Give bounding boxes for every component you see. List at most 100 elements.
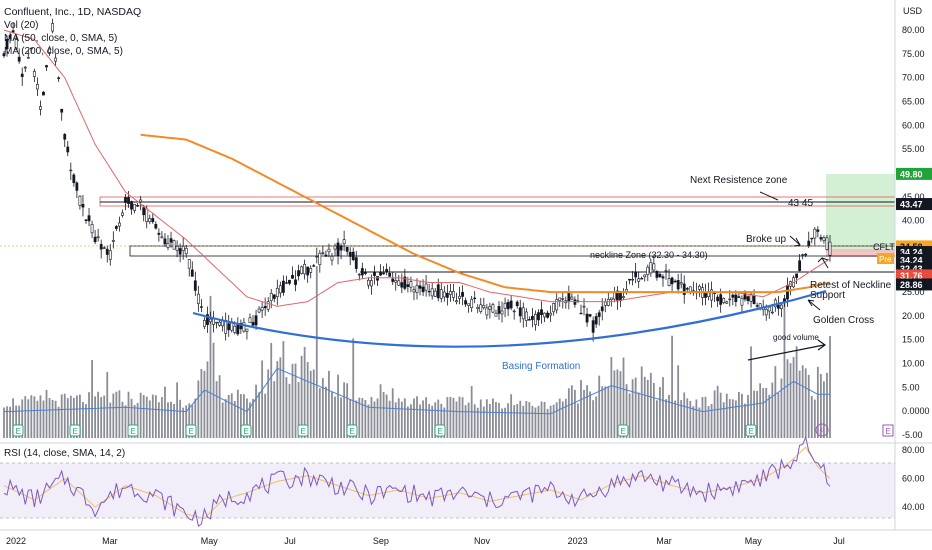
volume-bar [246,398,248,438]
earnings-marker[interactable] [240,424,252,437]
price-tick-label: 40.00 [902,216,925,226]
volume-bar [768,394,771,438]
volume-bar [555,402,558,438]
pre-badge-label: Pre [879,255,892,264]
earnings-marker-letter: E [189,427,194,436]
candle-body [351,251,355,261]
volume-bar [446,397,449,438]
time-tick-label: May [745,536,763,546]
volume-bar [777,392,780,438]
volume-bar [400,401,403,438]
pre-badge [877,253,894,264]
volume-bar [69,395,72,438]
candle-body [555,299,559,311]
candle-body [51,23,54,32]
volume-bar [680,400,683,438]
candle-body [163,238,167,245]
candle-body [57,77,61,80]
candle-body [424,283,428,291]
ma200-indicator-label[interactable]: MA (200, close, 0, SMA, 5) [4,46,123,57]
flash-icon[interactable] [815,423,829,437]
volume-bar [212,342,215,438]
candle-body [303,263,307,275]
candle-body [497,306,501,314]
time-tick-label: May [201,536,219,546]
earnings-marker[interactable] [745,424,757,437]
candle-body [776,304,780,309]
volume-bar [170,401,172,438]
earnings-marker[interactable] [69,424,81,437]
price-axis[interactable]: 80.0075.0070.0065.0060.0055.0050.0045.00… [902,25,930,440]
arrow-retest [817,257,829,269]
candle-body [512,310,516,313]
flash-icon-glyph: ⚡ [818,427,824,437]
stop-zone [826,249,895,257]
volume-bar [103,395,106,438]
earnings-marker[interactable] [346,424,358,437]
rsi-tick-label: 80.00 [902,445,925,455]
volume-bar [63,393,66,438]
candle-body [461,292,464,297]
earnings-marker[interactable] [617,424,629,437]
volume-bar [771,382,774,438]
volume-bar [428,404,431,438]
volume-bar [416,396,418,438]
volume-bar [303,346,306,438]
volume-bar [619,371,622,438]
volume-bar [792,356,795,438]
volume-bar [255,384,257,438]
rsi-axis[interactable]: 80.00 60.00 40.00 [902,445,925,512]
ma50-indicator-label[interactable]: MA (50, close, 0, SMA, 5) [4,33,118,44]
volume-bar [816,366,819,438]
time-tick-label: Nov [474,536,491,546]
candle-body [609,297,613,300]
volume-bar [352,338,355,438]
candle-body [236,324,240,335]
candle-body [412,289,416,293]
volume-bar [452,397,455,438]
earnings-marker[interactable] [12,424,24,437]
volume-bar [652,382,655,438]
candle-body [828,241,832,256]
candle-body [594,316,598,325]
rsi-tick-label: 60.00 [902,474,925,484]
candle-body [685,288,689,290]
volume-bar [334,396,336,438]
volume-bar [485,399,488,438]
volume-bar [461,397,464,438]
rsi-indicator-label[interactable]: RSI (14, close, SMA, 14, 2) [4,448,126,459]
volume-ma-line [3,367,830,415]
candle-body [537,312,540,321]
earnings-marker[interactable] [297,424,309,437]
volume-bar [176,382,178,438]
candle-body [409,281,413,288]
earnings-marker[interactable] [185,424,197,437]
time-axis[interactable]: 2022 Mar May Jul Sep Nov 2023 Mar May Jul [6,536,845,546]
candle-body [382,272,385,275]
candle-body [245,328,249,332]
volume-bar [130,398,133,438]
earnings-marker-letter: E [621,427,626,436]
candle-body [114,226,118,229]
basing-curve [192,289,827,348]
event-e-marker-right[interactable] [882,424,894,437]
earnings-marker[interactable] [127,424,139,437]
candle-body [667,278,671,287]
volume-bar [258,392,260,438]
volume-bar [488,403,491,438]
candle-body [752,295,756,305]
volume-bar [3,407,5,438]
earnings-marker[interactable] [434,424,446,437]
volume-bar [203,370,206,438]
vol-indicator-label[interactable]: Vol (20) [4,20,39,31]
candle-body [288,279,291,284]
candle-body [342,239,346,245]
volume-bar [312,369,315,438]
candle-body [281,280,285,293]
price-tick-label: 65.00 [902,96,925,106]
rsi-band [0,463,895,518]
volume-bar [819,373,822,438]
volume-bar [659,387,661,438]
